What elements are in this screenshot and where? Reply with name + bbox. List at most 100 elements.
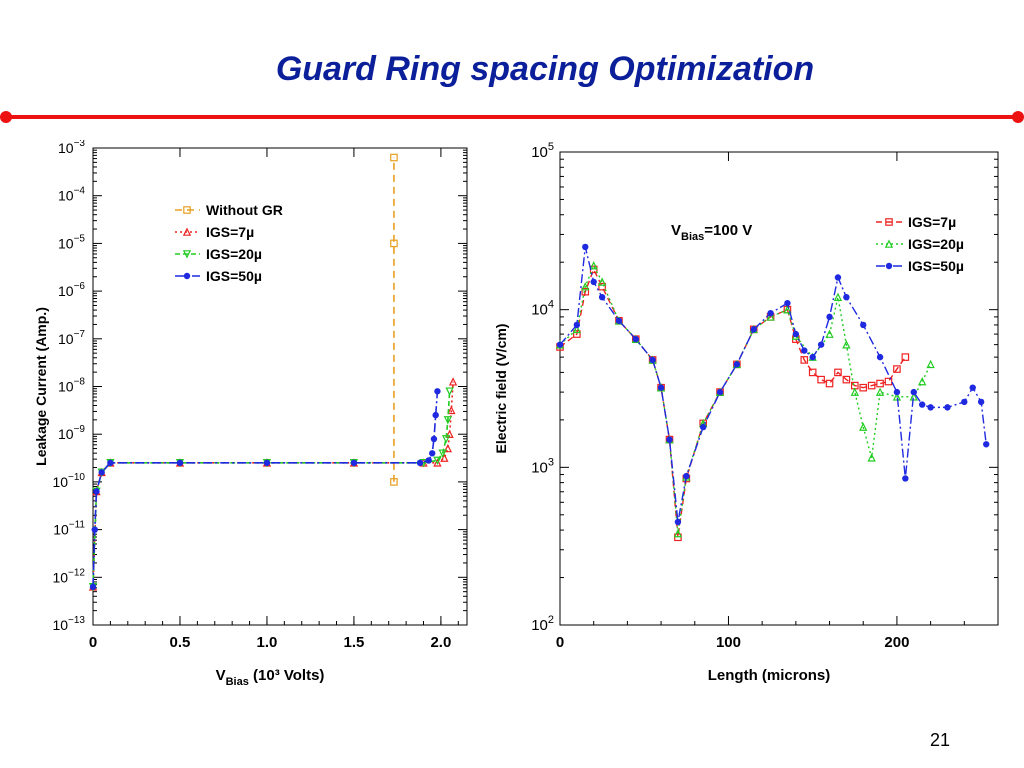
data-point-2: [750, 326, 757, 333]
x-tick-label: 2.0: [430, 634, 451, 651]
legend-marker-1: [884, 239, 894, 248]
x-tick-label: 1.0: [257, 634, 278, 651]
data-point-0: [842, 375, 851, 384]
data-point-0: [859, 383, 868, 392]
data-point-2: [438, 449, 447, 458]
y-tick-label: 103: [531, 456, 554, 476]
y-tick-exponent: −5: [74, 233, 86, 244]
y-tick-label: 105: [531, 141, 554, 161]
data-point-1: [581, 282, 590, 291]
data-point-3: [93, 488, 100, 495]
y-tick-exponent: −9: [74, 424, 86, 435]
data-point-2: [683, 472, 690, 480]
data-point-0: [834, 368, 842, 377]
data-point-2: [582, 243, 589, 251]
data-point-2: [809, 353, 816, 361]
data-point-2: [784, 299, 791, 307]
plot-frame: [92, 147, 468, 626]
data-point-2: [860, 321, 867, 329]
y-tick-exponent: 2: [548, 614, 554, 626]
y-tick-exponent: 5: [548, 141, 554, 153]
x-axis-label: VBias (10³ Volts): [216, 667, 325, 688]
legend-marker-0: [885, 218, 893, 226]
data-point-0: [800, 356, 809, 364]
data-point-0: [867, 381, 876, 390]
data-point-3: [89, 583, 97, 591]
x-tick-label: 200: [884, 634, 909, 651]
legend-label-1: IGS=20µ: [908, 236, 964, 252]
data-point-0: [390, 478, 398, 486]
data-point-1: [447, 405, 456, 415]
legend-label-3: IGS=50µ: [206, 268, 262, 284]
data-point-3: [263, 459, 271, 467]
data-point-2: [792, 330, 800, 338]
y-tick-base: 10: [58, 426, 74, 442]
legend-label-0: Without GR: [206, 202, 283, 218]
data-point-2: [969, 384, 976, 391]
x-axis-label: Length (microns): [708, 667, 831, 684]
data-point-1: [842, 340, 851, 349]
data-point-2: [699, 423, 707, 431]
y-tick-base: 10: [531, 144, 548, 161]
data-point-2: [801, 347, 808, 354]
legend-marker-2: [182, 250, 192, 259]
plot-frame: [559, 151, 999, 626]
data-point-2: [590, 278, 597, 286]
data-point-2: [441, 435, 451, 444]
legend-label-0: IGS=7µ: [908, 214, 956, 230]
y-tick-label: 104: [531, 299, 554, 319]
legend-marker-0: [183, 206, 191, 214]
y-tick-base: 10: [58, 379, 74, 395]
divider-left-dot: [0, 111, 12, 123]
leakage-current-chart: 0 0.5 1.0 1.5 2.010−1310−1210−1110−1010−910−…: [33, 140, 468, 688]
data-point-2: [834, 274, 842, 281]
data-point-1: [867, 453, 876, 462]
y-tick-base: 10: [52, 569, 68, 585]
divider-right-dot: [1012, 111, 1024, 123]
series-line-3: [92, 391, 439, 587]
y-tick-base: 10: [531, 459, 548, 476]
data-point-2: [657, 384, 665, 391]
y-tick-base: 10: [52, 474, 68, 490]
data-point-1: [859, 422, 868, 431]
data-point-0: [893, 365, 901, 373]
y-tick-base: 10: [52, 617, 68, 633]
data-point-1: [926, 359, 935, 369]
data-point-2: [632, 335, 640, 343]
data-point-1: [572, 324, 582, 334]
data-point-3: [107, 459, 114, 467]
y-tick-exponent: 3: [548, 456, 554, 468]
y-tick-exponent: −6: [74, 281, 86, 292]
data-point-2: [918, 401, 926, 408]
y-tick-label: 10−8: [58, 377, 85, 395]
data-point-2: [573, 321, 581, 329]
data-point-0: [884, 377, 893, 386]
data-point-0: [876, 379, 884, 388]
y-tick-exponent: −8: [74, 377, 86, 388]
data-point-0: [901, 353, 910, 361]
bias-annotation: VBias=100 V: [671, 222, 752, 243]
y-tick-exponent: −11: [69, 520, 86, 531]
data-point-2: [615, 317, 623, 324]
data-point-1: [433, 458, 442, 467]
y-tick-base: 10: [58, 283, 74, 299]
data-point-1: [892, 392, 902, 401]
series-line-1: [92, 381, 454, 587]
y-axis-label: Electric field (V/cm): [493, 324, 509, 454]
x-tick-label: 0.5: [170, 634, 191, 651]
data-point-1: [850, 387, 859, 396]
y-tick-label: 10−11: [53, 520, 85, 538]
slide-title: Guard Ring spacing Optimization: [275, 50, 815, 88]
data-point-0: [598, 282, 606, 291]
data-point-1: [589, 261, 598, 270]
data-point-2: [649, 356, 656, 364]
data-point-1: [783, 305, 792, 314]
series-line-1: [559, 264, 932, 534]
data-point-2: [983, 441, 990, 448]
data-point-0: [390, 239, 398, 248]
data-point-2: [767, 309, 774, 317]
y-tick-base: 10: [58, 331, 74, 347]
data-point-2: [817, 341, 825, 348]
data-point-1: [909, 392, 918, 401]
